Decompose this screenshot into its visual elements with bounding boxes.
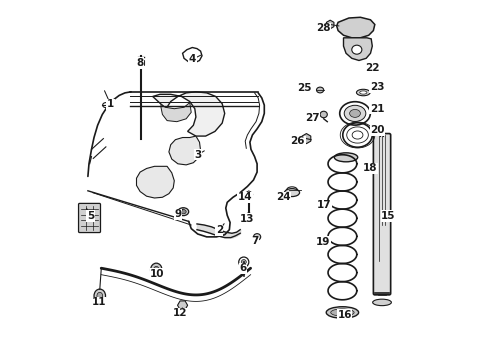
Ellipse shape (351, 45, 361, 54)
Ellipse shape (359, 91, 366, 94)
Text: 5: 5 (86, 211, 94, 221)
Text: 24: 24 (276, 192, 290, 202)
Ellipse shape (349, 109, 360, 117)
Ellipse shape (316, 87, 323, 93)
Ellipse shape (180, 210, 186, 214)
Text: 20: 20 (370, 125, 384, 135)
Ellipse shape (325, 307, 358, 318)
Text: 1: 1 (107, 99, 114, 109)
FancyBboxPatch shape (373, 134, 390, 295)
FancyBboxPatch shape (79, 203, 101, 233)
Ellipse shape (356, 89, 369, 96)
Polygon shape (343, 38, 371, 60)
Text: 25: 25 (296, 83, 310, 93)
Polygon shape (336, 17, 374, 38)
Polygon shape (136, 166, 174, 198)
Text: 11: 11 (91, 297, 106, 307)
Ellipse shape (241, 260, 246, 265)
Text: 10: 10 (150, 269, 164, 279)
Text: 19: 19 (315, 237, 329, 247)
Ellipse shape (253, 234, 260, 240)
Ellipse shape (153, 266, 159, 274)
Ellipse shape (372, 299, 390, 306)
Text: 28: 28 (315, 23, 329, 33)
Ellipse shape (320, 111, 326, 118)
Text: 12: 12 (173, 308, 187, 318)
Text: 3: 3 (194, 150, 201, 160)
Text: 13: 13 (240, 214, 254, 224)
Text: 16: 16 (337, 310, 351, 320)
Text: 6: 6 (239, 263, 246, 273)
Text: 7: 7 (250, 236, 258, 246)
Ellipse shape (97, 292, 102, 300)
Text: 18: 18 (362, 163, 376, 174)
Ellipse shape (102, 103, 109, 108)
Ellipse shape (94, 289, 105, 303)
Polygon shape (152, 92, 224, 136)
Polygon shape (161, 103, 191, 122)
Text: 2: 2 (215, 225, 223, 235)
Text: 4: 4 (188, 54, 196, 64)
Text: 8: 8 (136, 58, 143, 68)
Ellipse shape (238, 257, 248, 267)
Text: 26: 26 (290, 136, 305, 146)
Ellipse shape (330, 309, 353, 316)
Ellipse shape (178, 208, 188, 216)
Ellipse shape (150, 263, 162, 277)
Ellipse shape (284, 189, 299, 197)
Text: 22: 22 (365, 63, 379, 73)
Text: 14: 14 (238, 192, 252, 202)
Polygon shape (168, 136, 200, 165)
Text: 27: 27 (304, 113, 319, 123)
Ellipse shape (334, 153, 357, 162)
Ellipse shape (344, 105, 365, 122)
Text: 17: 17 (316, 200, 331, 210)
Text: 15: 15 (381, 211, 395, 221)
Text: 21: 21 (369, 104, 384, 114)
Text: 23: 23 (369, 82, 384, 92)
Text: 9: 9 (174, 209, 181, 219)
